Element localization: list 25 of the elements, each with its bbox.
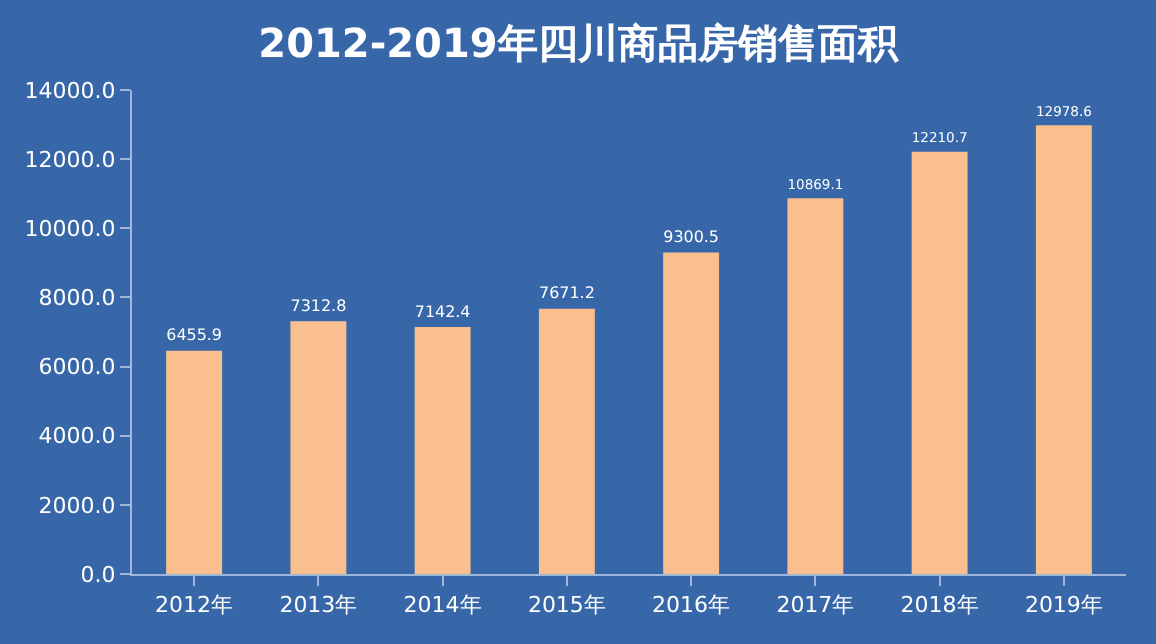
bar	[787, 198, 844, 574]
y-tick-label: 0.0	[80, 561, 116, 588]
bar	[414, 327, 471, 574]
y-tick-label: 8000.0	[38, 285, 116, 312]
x-tick-label: 2013年	[279, 592, 358, 619]
chart-title: 2012-2019年四川商品房销售面积	[258, 18, 900, 67]
y-tick-label: 6000.0	[38, 354, 116, 381]
bar	[166, 350, 223, 574]
y-tick-label: 4000.0	[38, 423, 116, 450]
x-tick-label: 2019年	[1024, 592, 1103, 619]
bar	[290, 321, 347, 574]
x-tick-label: 2015年	[527, 592, 606, 619]
y-tick-label: 14000.0	[24, 77, 116, 104]
bar	[663, 252, 720, 574]
bar	[911, 151, 968, 574]
bar	[1035, 125, 1092, 574]
y-tick-label: 2000.0	[38, 492, 116, 519]
y-tick-label: 10000.0	[24, 215, 116, 242]
x-tick-label: 2016年	[652, 592, 731, 619]
x-tick-label: 2018年	[900, 592, 979, 619]
x-tick-label: 2014年	[403, 592, 482, 619]
x-tick-label: 2012年	[155, 592, 234, 619]
bar	[538, 308, 595, 574]
x-tick-label: 2017年	[776, 592, 855, 619]
y-tick-label: 12000.0	[24, 146, 116, 173]
